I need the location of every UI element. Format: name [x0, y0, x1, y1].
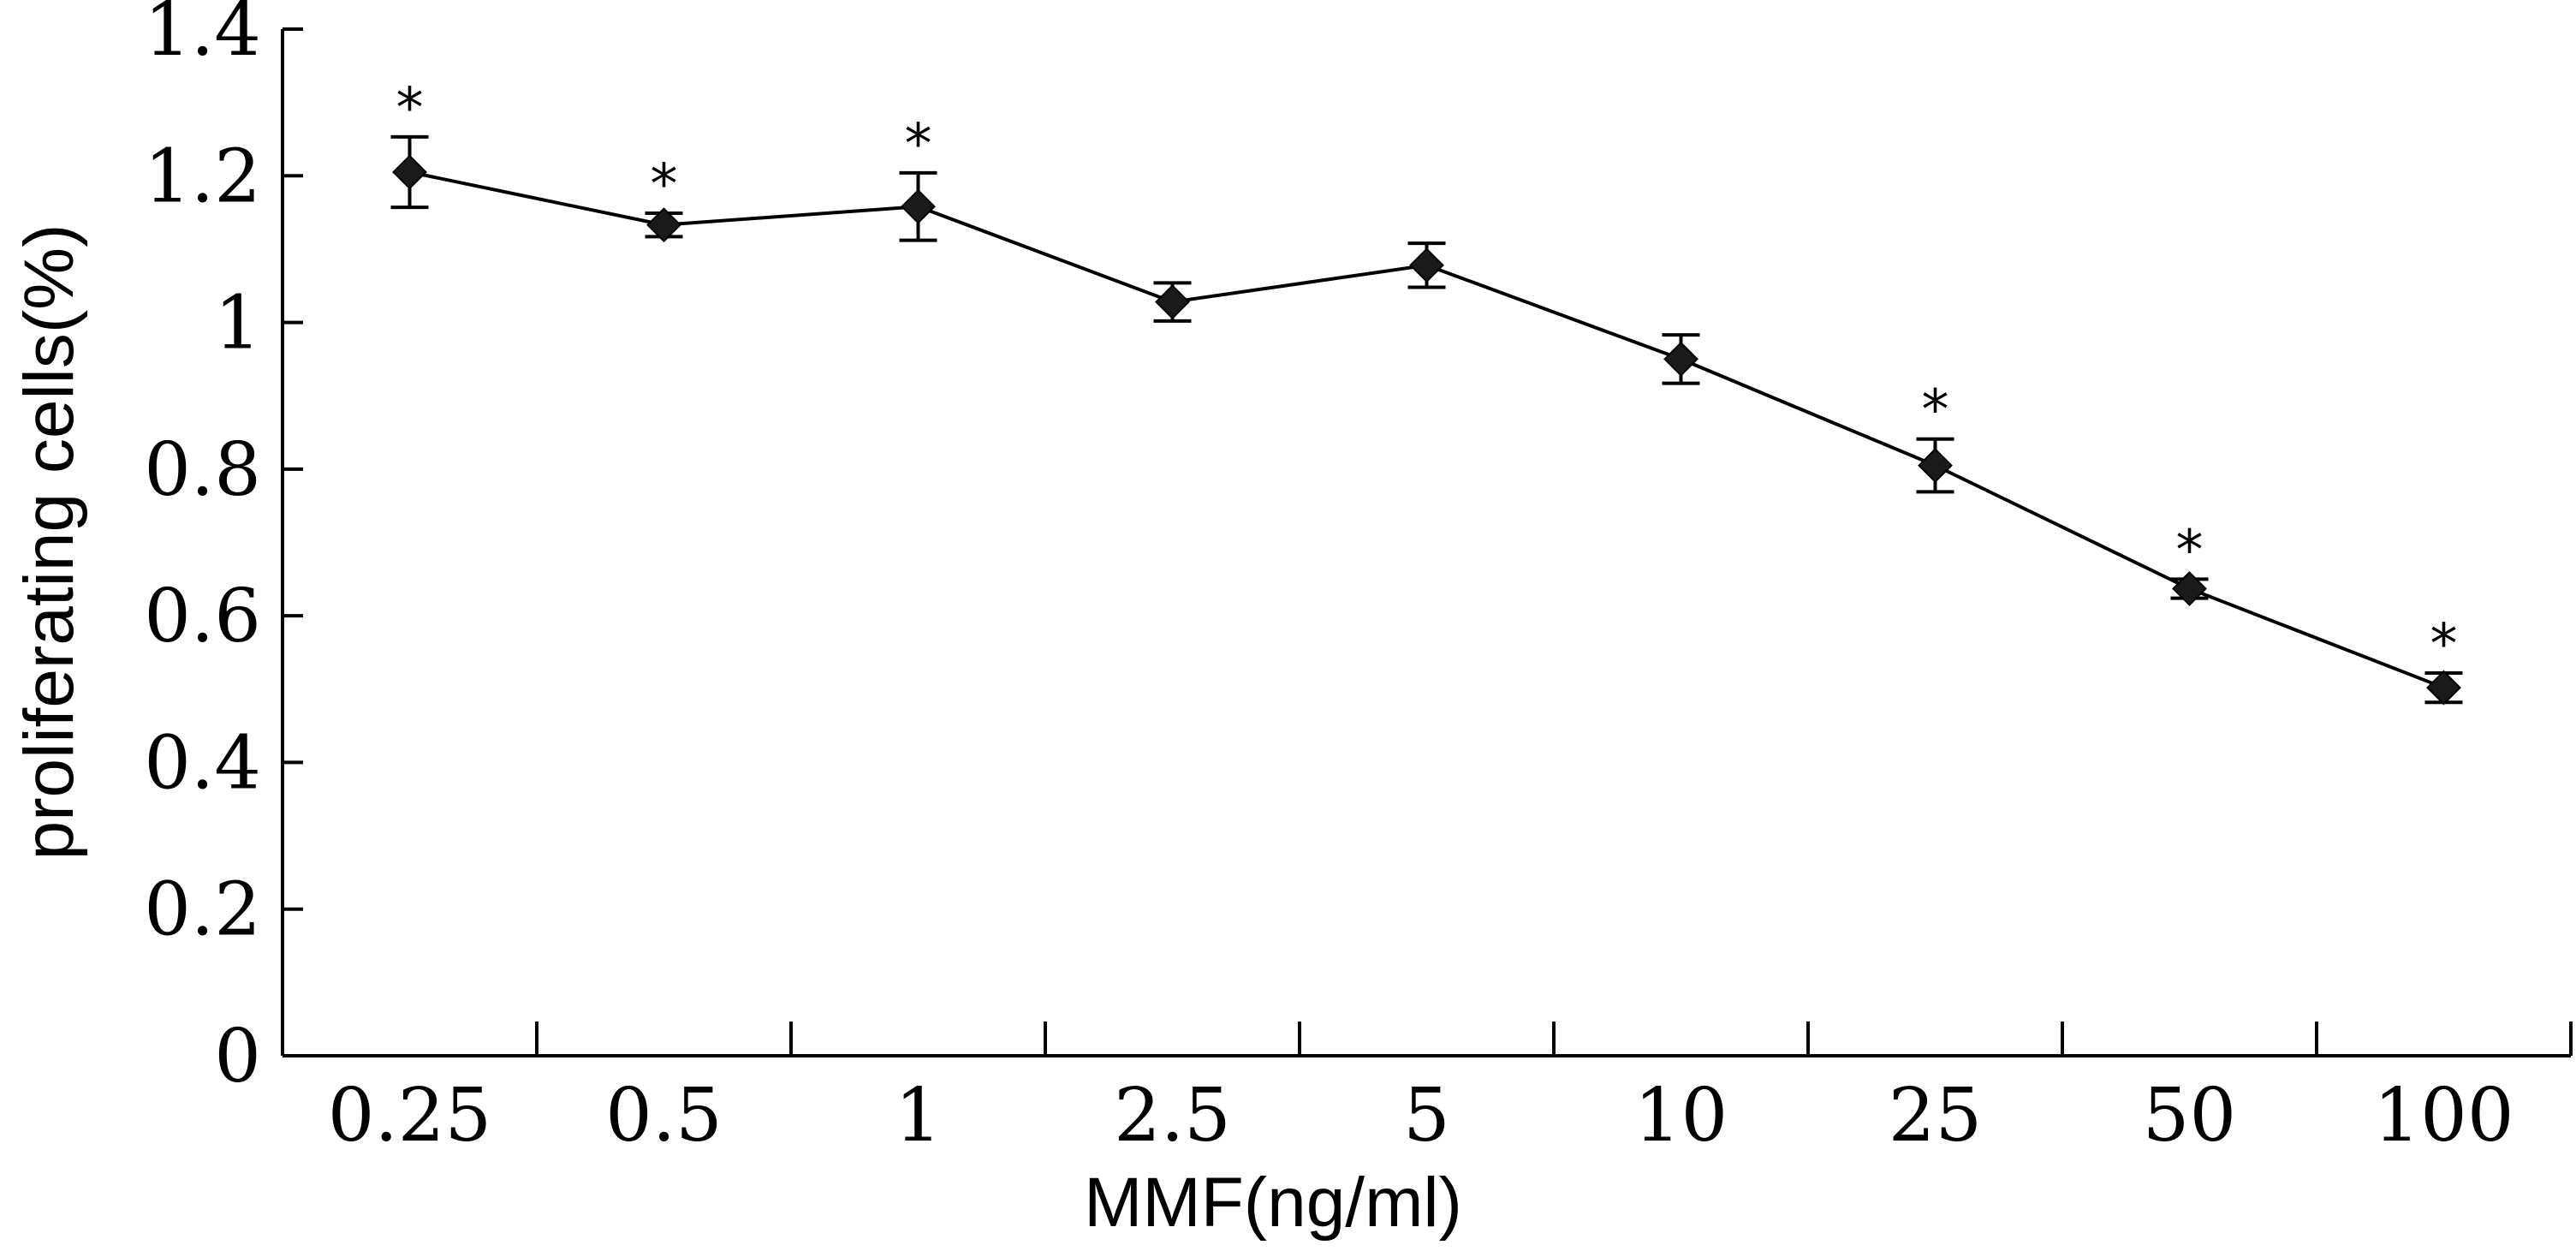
x-tick-label: 0.25 — [328, 1073, 491, 1159]
data-point — [2426, 670, 2461, 706]
y-tick-label: 0.8 — [144, 427, 261, 513]
x-tick-label: 2.5 — [1114, 1073, 1231, 1159]
y-tick-label: 1.4 — [144, 0, 261, 73]
significance-mark: * — [396, 77, 424, 140]
data-point — [1663, 341, 1698, 377]
y-tick-label: 0 — [214, 1014, 261, 1099]
x-tick-label: 1 — [895, 1073, 942, 1159]
data-point — [1918, 448, 1953, 483]
data-point — [2172, 571, 2207, 606]
y-tick-label: 0.6 — [144, 574, 261, 659]
data-point — [646, 207, 681, 243]
x-tick-label: 25 — [1889, 1073, 1982, 1159]
significance-mark: * — [905, 113, 932, 176]
y-axis-title: proliferating cells(%) — [10, 224, 88, 861]
x-tick-label: 100 — [2373, 1073, 2514, 1159]
data-point — [901, 188, 936, 224]
x-axis-title: MMF(ng/ml) — [1084, 1164, 1462, 1242]
x-tick-label: 0.5 — [605, 1073, 723, 1159]
significance-mark: * — [2176, 519, 2204, 582]
y-ticks: 0 0.2 0.4 0.6 0.8 1 1.2 1.4 — [144, 0, 303, 1099]
y-tick-label: 1.2 — [144, 134, 261, 219]
x-tick-label: 10 — [1634, 1073, 1728, 1159]
axes — [281, 29, 2571, 1057]
x-tick-label: 5 — [1403, 1073, 1450, 1159]
y-tick-label: 1 — [214, 281, 261, 366]
data-point — [1155, 284, 1190, 320]
x-ticks: 0.25 0.5 1 2.5 5 10 25 50 100 — [328, 1022, 2573, 1159]
x-tick-label: 50 — [2143, 1073, 2236, 1159]
series: * * * * * * — [390, 77, 2463, 706]
significance-mark: * — [651, 153, 678, 217]
y-tick-label: 0.2 — [144, 867, 261, 953]
significance-mark: * — [1922, 379, 1949, 443]
data-point — [1409, 247, 1444, 283]
data-point — [392, 154, 427, 190]
y-tick-label: 0.4 — [144, 720, 261, 806]
significance-mark: * — [2430, 613, 2458, 676]
